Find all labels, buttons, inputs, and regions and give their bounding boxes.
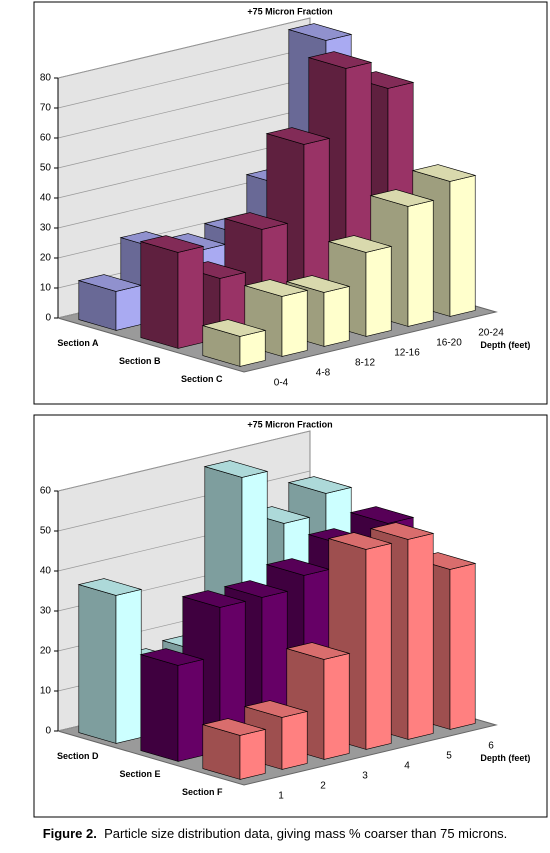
- bar-front: [449, 563, 476, 730]
- bar-top: [285, 642, 351, 660]
- x-axis-label: Depth (feet): [480, 753, 530, 763]
- bar-top: [243, 279, 309, 297]
- x-tick-label: 2: [320, 781, 326, 792]
- x-tick-label: 5: [446, 751, 452, 762]
- bar: [77, 578, 143, 744]
- x-tick-label: 6: [488, 741, 494, 752]
- bar-top: [265, 127, 331, 145]
- bar-top: [369, 522, 435, 540]
- y-tick-label: 10: [40, 686, 52, 697]
- bar-front: [177, 659, 204, 762]
- caption: Figure 2. Particle size distribution dat…: [0, 826, 550, 841]
- x-tick-label: 16-20: [436, 338, 462, 349]
- x-tick-label: 20-24: [478, 328, 504, 339]
- y-tick-label: 60: [40, 133, 52, 144]
- grid-line: [57, 430, 311, 492]
- grid-line: [57, 47, 311, 109]
- x-tick-label: 1: [278, 791, 284, 802]
- y-tick-label: 20: [40, 253, 52, 264]
- y-tick-label: 30: [40, 606, 52, 617]
- bar-top: [243, 700, 309, 718]
- y-tick-label: 40: [40, 566, 52, 577]
- y-tick-label: 0: [45, 313, 51, 324]
- bar: [285, 642, 351, 760]
- bar-top: [327, 532, 393, 550]
- figure: +75 Micron Fraction01020304050607080Sect…: [33, 1, 548, 818]
- chart-title: +75 Micron Fraction: [247, 6, 332, 16]
- bar-front: [323, 286, 350, 347]
- x-tick-label: 0-4: [274, 378, 289, 389]
- bar: [201, 319, 267, 367]
- series-label: Section F: [182, 787, 223, 797]
- x-tick-label: 12-16: [394, 348, 420, 359]
- bar: [77, 274, 143, 331]
- bar-front: [281, 290, 308, 357]
- bar-top: [287, 476, 353, 494]
- bar: [369, 189, 435, 327]
- y-tick-label: 60: [40, 486, 52, 497]
- series-label: Section B: [119, 356, 161, 366]
- bar-top: [223, 580, 289, 598]
- series-label: Section A: [57, 338, 99, 348]
- bar-side: [140, 241, 179, 349]
- bar-top: [139, 648, 205, 666]
- bar: [139, 235, 205, 349]
- bar-front: [281, 711, 308, 770]
- bar-front: [239, 729, 266, 780]
- y-tick-label: 70: [40, 103, 52, 114]
- bar-top: [369, 189, 435, 207]
- bar-front: [323, 653, 350, 760]
- bar-top: [349, 506, 415, 524]
- bar-top: [77, 578, 143, 596]
- series-label: Section D: [57, 751, 99, 761]
- y-tick-label: 50: [40, 163, 52, 174]
- chart-title: +75 Micron Fraction: [247, 419, 332, 429]
- x-axis-label: Depth (feet): [480, 340, 530, 350]
- y-tick-label: 0: [45, 726, 51, 737]
- x-tick-label: 8-12: [355, 358, 375, 369]
- grid-line: [57, 77, 311, 139]
- bar-top: [287, 23, 353, 41]
- x-tick-label: 4: [404, 761, 410, 772]
- bar-top: [307, 51, 373, 69]
- bar-side: [140, 654, 179, 762]
- bar-top: [181, 590, 247, 608]
- bar-top: [139, 235, 205, 253]
- bar-top: [201, 319, 267, 337]
- caption-label: Figure 2.: [42, 826, 97, 841]
- bar: [201, 718, 267, 780]
- y-tick-label: 30: [40, 223, 52, 234]
- bar-front: [115, 589, 142, 744]
- bar-top: [285, 275, 351, 293]
- y-tick-label: 40: [40, 193, 52, 204]
- bar-top: [201, 718, 267, 736]
- bar-front: [177, 246, 204, 349]
- bar-front: [365, 543, 392, 750]
- y-tick-label: 50: [40, 526, 52, 537]
- series-label: Section C: [181, 374, 223, 384]
- grid-line: [57, 470, 311, 532]
- x-tick-label: 3: [362, 771, 368, 782]
- bar-front: [365, 246, 392, 337]
- bar-top: [411, 164, 477, 182]
- bar-front: [449, 175, 476, 317]
- grid-line: [57, 17, 311, 79]
- y-tick-label: 10: [40, 283, 52, 294]
- y-tick-label: 80: [40, 73, 52, 84]
- bar-front: [407, 200, 434, 327]
- y-tick-label: 20: [40, 646, 52, 657]
- bar-top: [327, 235, 393, 253]
- bar-front: [115, 285, 142, 331]
- bar-side: [78, 584, 117, 744]
- series-label: Section E: [119, 769, 160, 779]
- grid-line: [57, 107, 311, 169]
- bar: [139, 648, 205, 762]
- caption-text: Particle size distribution data, giving …: [104, 826, 508, 841]
- x-tick-label: 4-8: [316, 368, 331, 379]
- bar-front: [407, 533, 434, 740]
- bar-top: [223, 212, 289, 230]
- bar-top: [203, 460, 269, 478]
